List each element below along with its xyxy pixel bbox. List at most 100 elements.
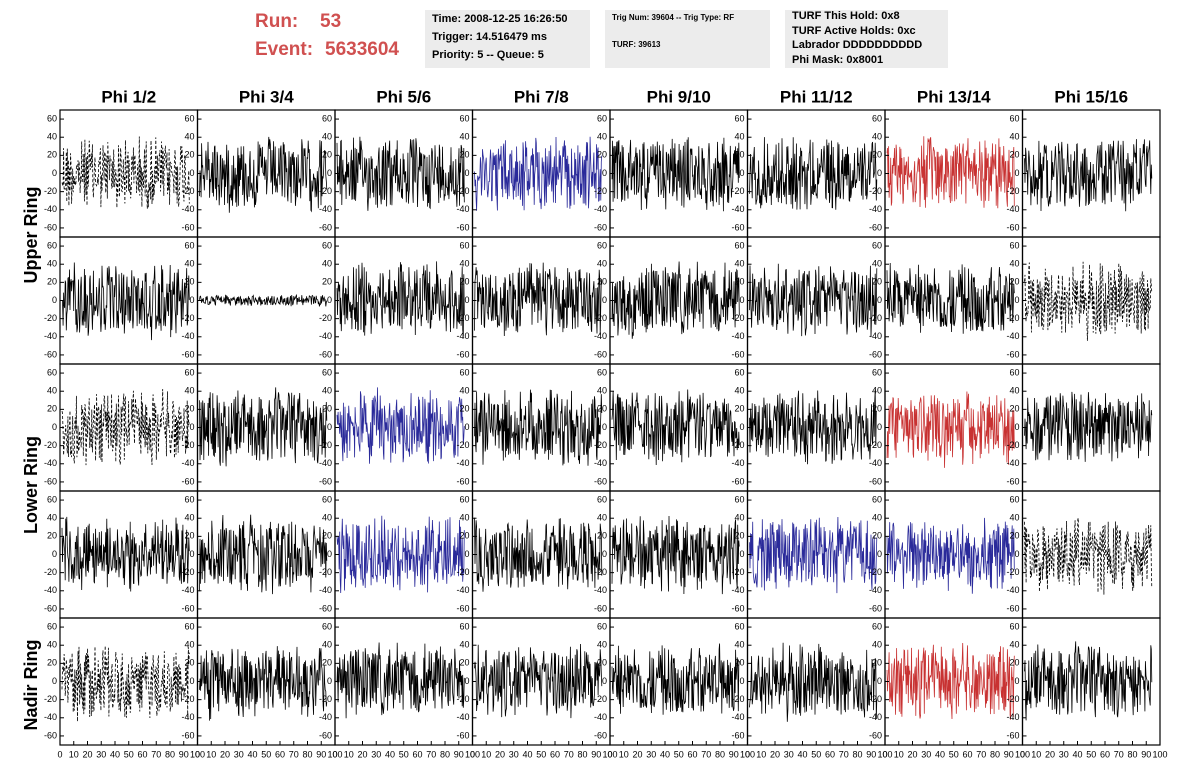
y-tick-label: 60 <box>597 621 607 631</box>
info-box <box>425 10 590 68</box>
waveform <box>474 517 603 592</box>
x-tick-label: 100 <box>740 749 755 759</box>
y-tick-label: -40 <box>44 331 57 341</box>
x-tick-label: 60 <box>275 749 285 759</box>
x-tick-label: 80 <box>302 749 312 759</box>
y-tick-label: 20 <box>597 277 607 287</box>
y-tick-label: -60 <box>181 222 194 232</box>
y-tick-label: 0 <box>739 422 744 432</box>
x-tick-label: 50 <box>811 749 821 759</box>
waveform <box>61 516 190 592</box>
y-tick-label: -40 <box>869 204 882 214</box>
y-tick-label: 0 <box>602 549 607 559</box>
y-tick-label: -60 <box>1006 603 1019 613</box>
y-tick-label: 60 <box>184 367 194 377</box>
waveform <box>611 137 740 212</box>
y-tick-label: 60 <box>459 113 469 123</box>
y-tick-label: -40 <box>594 458 607 468</box>
y-tick-label: 60 <box>597 494 607 504</box>
y-tick-label: 60 <box>872 113 882 123</box>
x-tick-label: 80 <box>852 749 862 759</box>
x-tick-label: 20 <box>220 749 230 759</box>
y-tick-label: -20 <box>731 567 744 577</box>
y-tick-label: 60 <box>322 621 332 631</box>
y-tick-label: -60 <box>44 603 57 613</box>
info: TURF This Hold: 0x8 <box>792 10 900 22</box>
waveform <box>886 262 1015 334</box>
y-tick-label: 0 <box>739 168 744 178</box>
y-tick-label: 0 <box>464 422 469 432</box>
waveform <box>749 516 878 594</box>
x-tick-label: 30 <box>921 749 931 759</box>
y-tick-label: 60 <box>1009 494 1019 504</box>
y-tick-label: 0 <box>602 295 607 305</box>
y-tick-label: 60 <box>597 240 607 250</box>
y-tick-label: -40 <box>594 204 607 214</box>
x-tick-label: 70 <box>839 749 849 759</box>
y-tick-label: -20 <box>869 440 882 450</box>
waveform <box>474 643 603 719</box>
info: Trig Num: 39604 -- Trig Type: RF <box>612 13 734 22</box>
y-tick-label: -40 <box>731 331 744 341</box>
x-tick-label: 30 <box>1059 749 1069 759</box>
y-tick-label: -20 <box>456 567 469 577</box>
y-tick-label: -60 <box>869 349 882 359</box>
y-tick-label: 0 <box>877 422 882 432</box>
y-tick-label: -40 <box>731 458 744 468</box>
x-tick-label: 10 <box>69 749 79 759</box>
x-tick-label: 70 <box>976 749 986 759</box>
info-box <box>605 10 770 68</box>
y-tick-label: 20 <box>734 531 744 541</box>
waveform <box>474 262 603 337</box>
x-tick-label: 70 <box>1114 749 1124 759</box>
y-tick-label: 40 <box>459 386 469 396</box>
waveform <box>199 387 328 467</box>
waveform <box>199 514 328 595</box>
y-tick-label: 0 <box>52 422 57 432</box>
x-tick-label: 20 <box>907 749 917 759</box>
y-tick-label: 40 <box>734 640 744 650</box>
y-tick-label: -60 <box>319 730 332 740</box>
y-tick-label: -40 <box>1006 585 1019 595</box>
x-tick-label: 70 <box>701 749 711 759</box>
x-tick-label: 30 <box>646 749 656 759</box>
y-tick-label: -60 <box>181 349 194 359</box>
y-tick-label: -20 <box>456 694 469 704</box>
y-tick-label: 0 <box>602 676 607 686</box>
y-tick-label: 60 <box>184 240 194 250</box>
y-tick-label: -40 <box>594 712 607 722</box>
y-tick-label: 40 <box>1009 640 1019 650</box>
y-tick-label: -40 <box>731 712 744 722</box>
x-tick-label: 100 <box>327 749 342 759</box>
y-tick-label: -60 <box>1006 349 1019 359</box>
waveform <box>199 293 328 307</box>
waveform <box>749 389 878 465</box>
y-tick-label: 40 <box>184 132 194 142</box>
waveform <box>886 517 1015 594</box>
x-tick-label: 30 <box>234 749 244 759</box>
y-tick-label: 20 <box>322 277 332 287</box>
column-title: Phi 5/6 <box>376 87 431 106</box>
y-tick-label: 60 <box>1009 367 1019 377</box>
x-tick-label: 50 <box>674 749 684 759</box>
x-tick-label: 80 <box>715 749 725 759</box>
y-tick-label: 20 <box>734 150 744 160</box>
y-tick-label: -20 <box>44 567 57 577</box>
y-tick-label: -40 <box>456 585 469 595</box>
y-tick-label: -20 <box>731 186 744 196</box>
y-tick-label: 60 <box>872 240 882 250</box>
y-tick-label: -60 <box>731 730 744 740</box>
waveform <box>199 136 328 213</box>
x-tick-label: 40 <box>797 749 807 759</box>
y-tick-label: 0 <box>189 676 194 686</box>
y-tick-label: -20 <box>594 186 607 196</box>
y-tick-label: 20 <box>322 531 332 541</box>
y-tick-label: 40 <box>459 259 469 269</box>
waveform <box>61 388 190 466</box>
y-tick-label: 0 <box>464 549 469 559</box>
waveform <box>336 515 465 594</box>
y-tick-label: -60 <box>869 603 882 613</box>
x-tick-label: 0 <box>470 749 475 759</box>
ring-label: Upper Ring <box>21 187 41 284</box>
x-tick-label: 50 <box>1086 749 1096 759</box>
